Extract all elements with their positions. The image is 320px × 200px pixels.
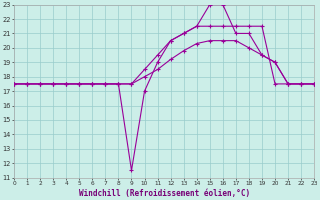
X-axis label: Windchill (Refroidissement éolien,°C): Windchill (Refroidissement éolien,°C) xyxy=(78,189,250,198)
